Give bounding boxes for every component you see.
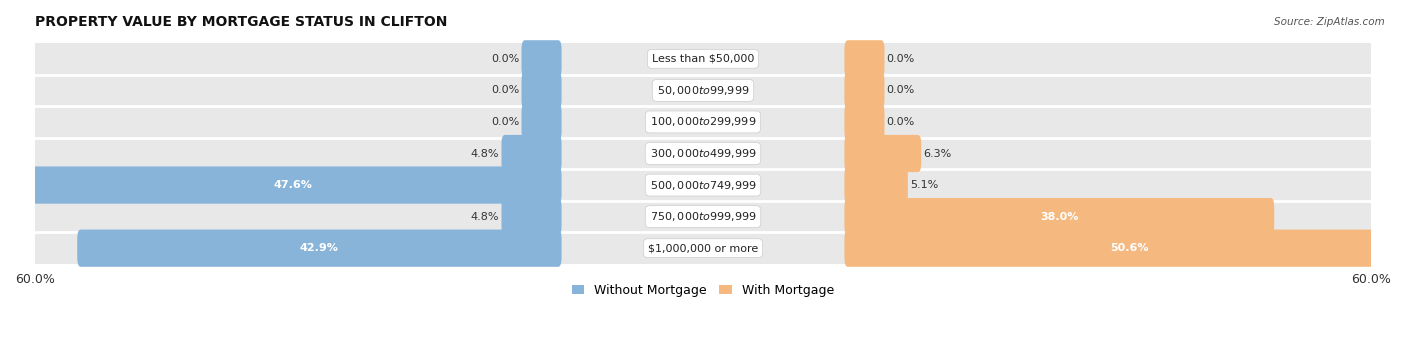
FancyBboxPatch shape [845,135,921,172]
Bar [13,74,1393,106]
Text: Source: ZipAtlas.com: Source: ZipAtlas.com [1274,17,1385,27]
FancyBboxPatch shape [522,40,561,78]
FancyBboxPatch shape [522,72,561,109]
Bar [13,233,1393,264]
Text: $50,000 to $99,999: $50,000 to $99,999 [657,84,749,97]
Text: 4.8%: 4.8% [471,149,499,158]
Text: 5.1%: 5.1% [910,180,938,190]
Bar [13,106,1393,138]
Text: 0.0%: 0.0% [491,85,519,96]
FancyBboxPatch shape [845,103,884,140]
Text: 0.0%: 0.0% [887,117,915,127]
Text: $300,000 to $499,999: $300,000 to $499,999 [650,147,756,160]
FancyBboxPatch shape [845,230,1406,267]
FancyBboxPatch shape [522,103,561,140]
FancyBboxPatch shape [77,230,561,267]
Text: PROPERTY VALUE BY MORTGAGE STATUS IN CLIFTON: PROPERTY VALUE BY MORTGAGE STATUS IN CLI… [35,15,447,29]
Bar [13,201,1393,233]
Text: 50.6%: 50.6% [1111,243,1149,253]
Bar [13,138,1393,169]
Text: 4.8%: 4.8% [471,211,499,222]
Text: 0.0%: 0.0% [491,54,519,64]
Text: 42.9%: 42.9% [299,243,339,253]
Text: 0.0%: 0.0% [887,85,915,96]
Text: 6.3%: 6.3% [924,149,952,158]
FancyBboxPatch shape [502,135,561,172]
Legend: Without Mortgage, With Mortgage: Without Mortgage, With Mortgage [567,279,839,302]
Text: Less than $50,000: Less than $50,000 [652,54,754,64]
FancyBboxPatch shape [845,72,884,109]
Text: 47.6%: 47.6% [274,180,312,190]
Text: 0.0%: 0.0% [491,117,519,127]
Text: $1,000,000 or more: $1,000,000 or more [648,243,758,253]
Text: 0.0%: 0.0% [887,54,915,64]
FancyBboxPatch shape [845,40,884,78]
Text: 38.0%: 38.0% [1040,211,1078,222]
FancyBboxPatch shape [845,198,1274,235]
FancyBboxPatch shape [25,167,561,204]
Text: $100,000 to $299,999: $100,000 to $299,999 [650,116,756,129]
Text: $500,000 to $749,999: $500,000 to $749,999 [650,178,756,191]
FancyBboxPatch shape [502,198,561,235]
Bar [13,169,1393,201]
Text: $750,000 to $999,999: $750,000 to $999,999 [650,210,756,223]
Bar [13,43,1393,74]
FancyBboxPatch shape [845,167,908,204]
